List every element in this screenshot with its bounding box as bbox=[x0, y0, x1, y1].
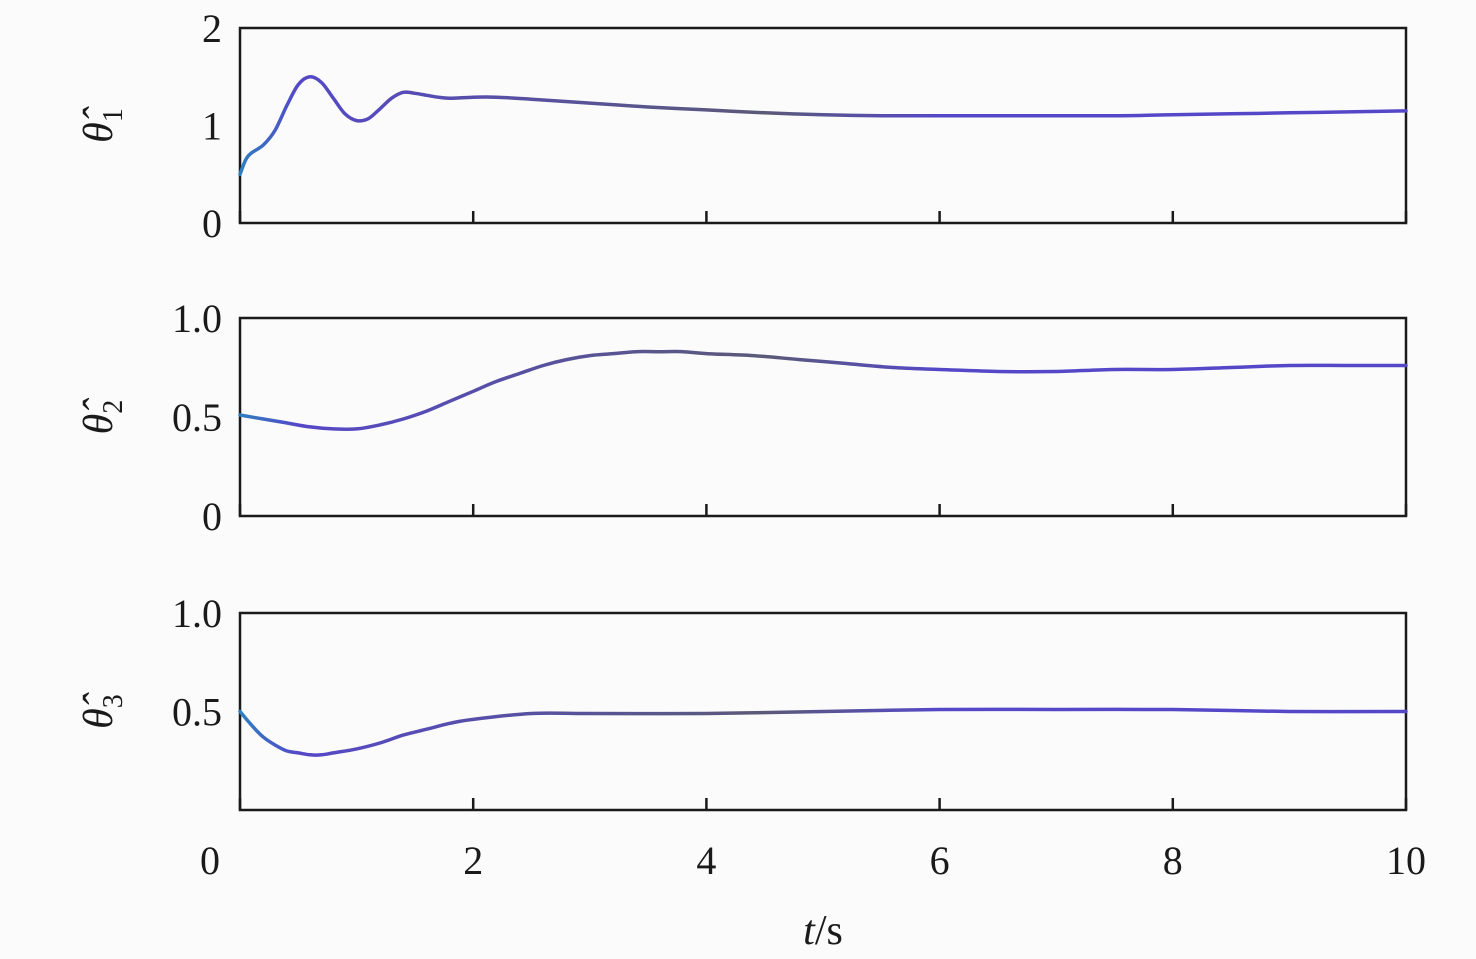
panel-frame bbox=[238, 26, 1408, 225]
series-line-theta2 bbox=[238, 349, 1408, 431]
x-tick-label: 2 bbox=[463, 838, 483, 883]
panel-1: 0 1 2 θ̂1 bbox=[76, 6, 1408, 246]
x-axis-label: t/s bbox=[803, 908, 843, 954]
x-tick-label: 10 bbox=[1386, 838, 1426, 883]
x-tick-label: 6 bbox=[930, 838, 950, 883]
series-line-theta3 bbox=[238, 707, 1408, 757]
y-axis-label-subscript: 3 bbox=[98, 694, 129, 708]
x-tick-label: 4 bbox=[696, 838, 716, 883]
y-tick-label: 0.5 bbox=[172, 395, 222, 440]
y-tick-label: 0 bbox=[202, 201, 222, 246]
y-tick-label: 1 bbox=[202, 104, 222, 149]
y-axis-label: θ̂1 bbox=[76, 106, 129, 143]
y-axis-label: θ̂2 bbox=[76, 398, 129, 435]
x-axis-label-italic: t bbox=[803, 908, 816, 954]
y-axis-label: θ̂3 bbox=[76, 692, 129, 729]
panel-2: 0 0.5 1.0 θ̂2 bbox=[76, 296, 1408, 539]
y-axis-label-subscript: 2 bbox=[98, 400, 129, 414]
x-tick-label: 8 bbox=[1163, 838, 1183, 883]
y-tick-label: 2 bbox=[202, 6, 222, 51]
panel-3: 0.5 1.0 θ̂3 bbox=[76, 591, 1408, 812]
series-line-theta1 bbox=[238, 75, 1408, 177]
x-axis-label-unit: /s bbox=[815, 908, 843, 954]
y-tick-label: 0 bbox=[202, 494, 222, 539]
panel-frame bbox=[238, 316, 1408, 518]
x-tick-label: 0 bbox=[200, 838, 220, 883]
y-tick-label: 1.0 bbox=[172, 296, 222, 341]
y-tick-label: 1.0 bbox=[172, 591, 222, 636]
y-tick-label: 0.5 bbox=[172, 690, 222, 735]
y-axis-label-subscript: 1 bbox=[98, 108, 129, 122]
